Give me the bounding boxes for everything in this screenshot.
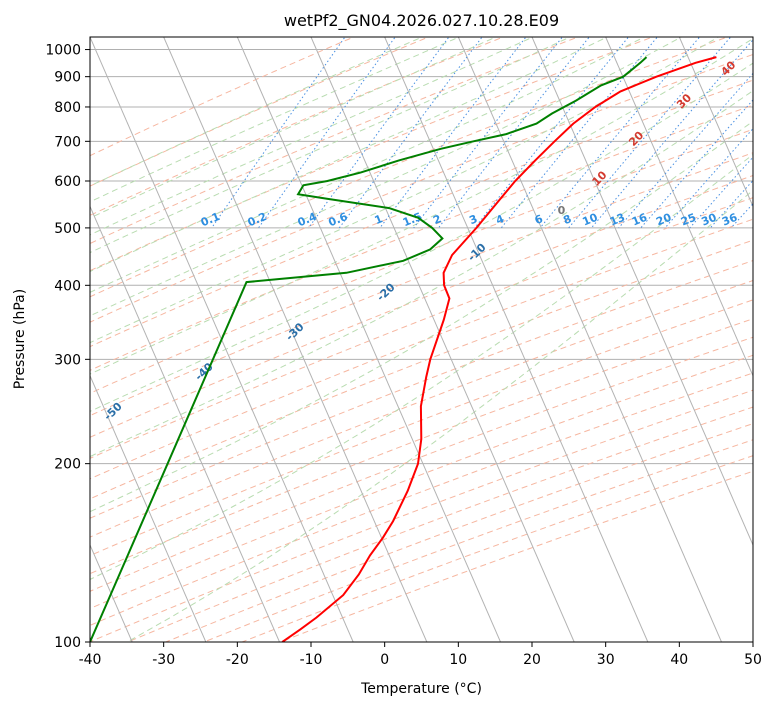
mixing-ratio-line bbox=[618, 72, 753, 229]
x-tick-label: 30 bbox=[597, 652, 615, 668]
x-tick-label: 40 bbox=[670, 652, 688, 668]
y-tick-label: 200 bbox=[54, 457, 81, 473]
mixing-ratio-label: 20 bbox=[654, 211, 673, 229]
isotherm-line bbox=[531, 37, 753, 547]
isotherm-line bbox=[163, 37, 428, 642]
mixing-ratio-lines bbox=[211, 37, 753, 229]
y-tick-label: 900 bbox=[54, 70, 81, 86]
mixing-ratio-line bbox=[474, 37, 630, 229]
dry-adiabat-line bbox=[90, 389, 753, 642]
mixing-ratio-label: 16 bbox=[630, 211, 649, 229]
isotherm-line bbox=[605, 37, 753, 377]
mixing-ratio-line bbox=[258, 37, 396, 229]
moist-adiabat-line bbox=[90, 37, 572, 254]
mixing-ratio-line bbox=[500, 37, 659, 229]
x-axis-label: Temperature (°C) bbox=[360, 681, 482, 697]
chart-title: wetPf2_GN04.2026.027.10.28.E09 bbox=[284, 11, 559, 31]
isobar-grid bbox=[90, 49, 753, 642]
dry-adiabat-line bbox=[90, 175, 753, 438]
mixing-ratio-label: 25 bbox=[679, 211, 698, 229]
dry-adiabat-line bbox=[90, 239, 753, 500]
x-tick-label: 20 bbox=[523, 652, 541, 668]
temperature-profile-line bbox=[281, 56, 717, 642]
isotherm-line bbox=[90, 205, 280, 642]
mixing-ratio-line bbox=[413, 37, 564, 229]
x-tick-label: 50 bbox=[744, 652, 762, 668]
x-tick-label: 10 bbox=[449, 652, 467, 668]
dry-adiabat-line bbox=[90, 104, 753, 371]
mixing-ratio-label: 30 bbox=[699, 211, 718, 229]
mixing-ratio-label: 13 bbox=[608, 211, 627, 229]
dry-adiabat-line bbox=[90, 299, 753, 557]
mixing-ratio-line bbox=[568, 37, 732, 229]
moist-adiabat-line bbox=[90, 37, 753, 375]
moist-adiabat-line bbox=[90, 153, 753, 581]
dry-adiabat-line bbox=[90, 152, 753, 417]
mixing-ratio-label: 36 bbox=[720, 211, 739, 229]
y-tick-label: 400 bbox=[54, 278, 81, 294]
zero-label: 0 bbox=[558, 204, 566, 217]
y-tick-label: 700 bbox=[54, 134, 81, 150]
x-tick-label: -10 bbox=[300, 652, 323, 668]
mixing-ratio-label: 2 bbox=[431, 212, 443, 227]
x-tick-label: -20 bbox=[226, 652, 249, 668]
dry-adiabat-line bbox=[90, 279, 753, 538]
mixing-ratio-label: 8 bbox=[561, 212, 573, 227]
moist-adiabat-line bbox=[90, 37, 424, 187]
moist-adiabat-line bbox=[90, 37, 646, 293]
mixing-ratio-label: 3 bbox=[467, 212, 479, 227]
mixing-ratio-line bbox=[664, 127, 753, 229]
x-tick-label: 0 bbox=[380, 652, 389, 668]
mixing-ratio-line bbox=[379, 37, 527, 229]
isotherm-line bbox=[90, 374, 207, 642]
y-tick-label: 300 bbox=[54, 352, 81, 368]
dewpoint-profile-line bbox=[90, 56, 648, 642]
moist-adiabat-line bbox=[90, 37, 683, 317]
mixing-ratio-label: 10 bbox=[581, 211, 600, 229]
y-tick-label: 500 bbox=[54, 221, 81, 237]
y-axis: 1000 900 800 700 600 500 400 300 200 100 bbox=[45, 43, 90, 651]
y-tick-label: 1000 bbox=[45, 43, 81, 59]
y-tick-label: 100 bbox=[54, 635, 81, 651]
moist-adiabat-line bbox=[90, 37, 498, 219]
y-tick-label: 800 bbox=[54, 100, 81, 116]
dry-adiabat-line bbox=[90, 218, 753, 480]
mixing-ratio-label: 1 bbox=[373, 212, 385, 227]
moist-adiabat-line bbox=[90, 37, 609, 273]
dry-adiabats bbox=[90, 37, 753, 642]
isotherm-line bbox=[384, 37, 649, 642]
dry-adiabat-line bbox=[90, 336, 753, 592]
x-tick-label: -40 bbox=[79, 652, 102, 668]
moist-adiabat-line bbox=[90, 120, 753, 513]
moist-adiabats bbox=[90, 37, 753, 642]
x-axis: -40 -30 -20 -10 0 10 20 30 40 50 bbox=[79, 642, 762, 668]
y-tick-label: 600 bbox=[54, 174, 81, 190]
x-tick-label: -30 bbox=[152, 652, 175, 668]
isotherm-line bbox=[236, 37, 501, 642]
moist-adiabat-line bbox=[90, 37, 535, 236]
moist-adiabat-line bbox=[90, 62, 753, 412]
mixing-ratio-line bbox=[211, 37, 346, 229]
isotherm-line bbox=[457, 37, 722, 642]
mixing-ratio-line bbox=[438, 37, 590, 229]
dry-adiabat-line bbox=[90, 37, 729, 298]
dry-adiabat-line bbox=[90, 37, 580, 245]
mixing-ratio-line bbox=[591, 39, 753, 229]
moist-adiabat-line bbox=[90, 90, 753, 458]
isotherm-line bbox=[678, 37, 753, 208]
dry-adiabat-line bbox=[90, 128, 753, 394]
profiles bbox=[90, 56, 717, 642]
moist-adiabat-line bbox=[90, 37, 720, 344]
dry-adiabat-line bbox=[90, 37, 356, 157]
dry-adiabat-line bbox=[90, 354, 753, 610]
isotherm-line bbox=[310, 37, 575, 642]
moist-adiabat-line bbox=[90, 37, 461, 203]
plot-frame bbox=[89, 36, 754, 643]
y-axis-label: Pressure (hPa) bbox=[12, 289, 28, 389]
dry-adiabat-line bbox=[90, 79, 753, 348]
dry-adiabat-line bbox=[90, 53, 753, 323]
